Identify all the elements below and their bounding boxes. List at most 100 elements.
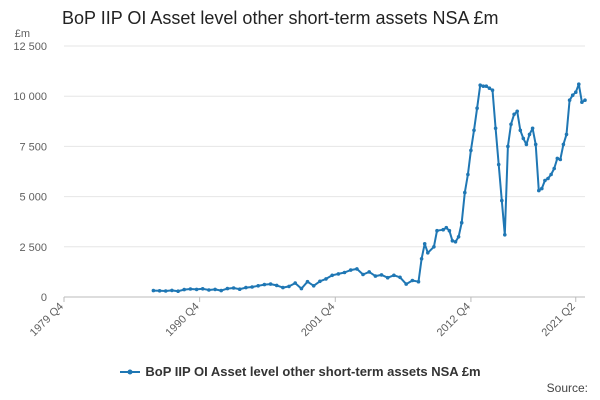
data-point[interactable]	[287, 284, 291, 289]
data-point[interactable]	[200, 287, 205, 291]
data-point[interactable]	[237, 287, 242, 292]
data-point[interactable]	[194, 287, 199, 292]
data-point[interactable]	[268, 282, 273, 286]
data-point[interactable]	[533, 142, 538, 147]
data-point[interactable]	[392, 273, 396, 278]
data-point[interactable]	[496, 162, 501, 167]
data-point[interactable]	[543, 178, 547, 183]
data-point[interactable]	[422, 242, 427, 246]
data-point[interactable]	[518, 128, 523, 133]
data-point[interactable]	[583, 98, 587, 102]
data-point[interactable]	[324, 277, 328, 281]
data-point[interactable]	[318, 279, 322, 284]
data-point[interactable]	[367, 270, 372, 274]
data-point[interactable]	[472, 128, 476, 133]
data-point[interactable]	[521, 136, 526, 141]
data-point[interactable]	[361, 272, 365, 277]
data-point[interactable]	[151, 288, 156, 293]
data-point[interactable]	[281, 285, 285, 290]
data-point[interactable]	[416, 279, 421, 284]
data-point[interactable]	[170, 288, 174, 293]
data-point[interactable]	[567, 98, 572, 102]
data-point[interactable]	[503, 233, 507, 237]
data-point[interactable]	[493, 126, 498, 131]
data-point[interactable]	[481, 84, 486, 88]
data-point[interactable]	[564, 132, 569, 137]
data-point[interactable]	[355, 267, 359, 271]
data-point[interactable]	[484, 84, 489, 88]
data-point[interactable]	[163, 289, 168, 293]
data-point[interactable]	[398, 275, 402, 280]
data-point[interactable]	[463, 190, 467, 195]
data-point[interactable]	[385, 275, 390, 280]
data-point[interactable]	[176, 289, 180, 294]
data-point[interactable]	[432, 245, 436, 249]
data-point[interactable]	[555, 156, 560, 161]
data-point[interactable]	[219, 288, 223, 293]
data-point[interactable]	[527, 132, 532, 137]
data-point[interactable]	[410, 278, 415, 283]
data-point[interactable]	[373, 274, 378, 278]
data-point[interactable]	[509, 122, 513, 127]
data-point[interactable]	[447, 228, 452, 233]
data-point[interactable]	[574, 90, 578, 94]
legend[interactable]: BoP IIP OI Asset level other short-term …	[0, 363, 600, 379]
data-point[interactable]	[426, 251, 430, 255]
data-point[interactable]	[157, 289, 162, 293]
data-point[interactable]	[244, 285, 248, 290]
data-point[interactable]	[561, 142, 566, 147]
data-point[interactable]	[262, 282, 267, 287]
data-point[interactable]	[570, 93, 575, 97]
data-point[interactable]	[182, 287, 186, 292]
data-point[interactable]	[487, 86, 492, 90]
data-point[interactable]	[466, 172, 470, 177]
data-point[interactable]	[490, 88, 495, 92]
data-point[interactable]	[469, 148, 473, 153]
data-point[interactable]	[256, 284, 261, 288]
data-point[interactable]	[207, 288, 211, 292]
data-point[interactable]	[274, 283, 279, 288]
data-point[interactable]	[293, 281, 298, 285]
data-point[interactable]	[311, 284, 316, 288]
data-point[interactable]	[453, 240, 458, 244]
x-axis-ticks: 1979 Q4 1990 Q4 2001 Q4 2012 Q4 2021 Q2	[28, 297, 578, 339]
data-point[interactable]	[478, 83, 483, 87]
data-point[interactable]	[330, 273, 335, 278]
data-point[interactable]	[188, 287, 193, 291]
data-point[interactable]	[524, 142, 529, 147]
data-point[interactable]	[506, 144, 510, 149]
data-point[interactable]	[456, 235, 461, 239]
data-point[interactable]	[225, 286, 230, 291]
data-point[interactable]	[435, 228, 439, 233]
data-point[interactable]	[441, 227, 446, 232]
data-point[interactable]	[404, 282, 409, 286]
data-point[interactable]	[512, 112, 516, 117]
data-point[interactable]	[379, 273, 384, 277]
data-point[interactable]	[450, 239, 455, 243]
source-label: Source:	[546, 381, 588, 395]
data-point[interactable]	[213, 287, 217, 292]
data-point[interactable]	[552, 166, 556, 171]
data-point[interactable]	[305, 279, 310, 284]
data-point[interactable]	[537, 188, 541, 193]
data-point[interactable]	[419, 257, 424, 261]
data-point[interactable]	[299, 286, 304, 291]
data-point[interactable]	[577, 82, 581, 86]
data-point[interactable]	[231, 286, 236, 290]
data-point[interactable]	[250, 285, 254, 289]
data-point[interactable]	[459, 220, 464, 225]
data-point[interactable]	[475, 106, 479, 110]
data-point[interactable]	[342, 270, 347, 275]
data-point[interactable]	[558, 157, 563, 162]
data-point[interactable]	[549, 172, 553, 177]
data-point[interactable]	[546, 176, 550, 181]
data-point[interactable]	[580, 100, 584, 104]
legend-line-icon	[120, 369, 141, 375]
data-point[interactable]	[530, 126, 535, 131]
data-point[interactable]	[515, 109, 519, 114]
data-point[interactable]	[336, 272, 341, 276]
data-point[interactable]	[500, 198, 504, 203]
data-point[interactable]	[444, 225, 449, 230]
data-point[interactable]	[348, 268, 353, 272]
data-point[interactable]	[540, 186, 544, 191]
